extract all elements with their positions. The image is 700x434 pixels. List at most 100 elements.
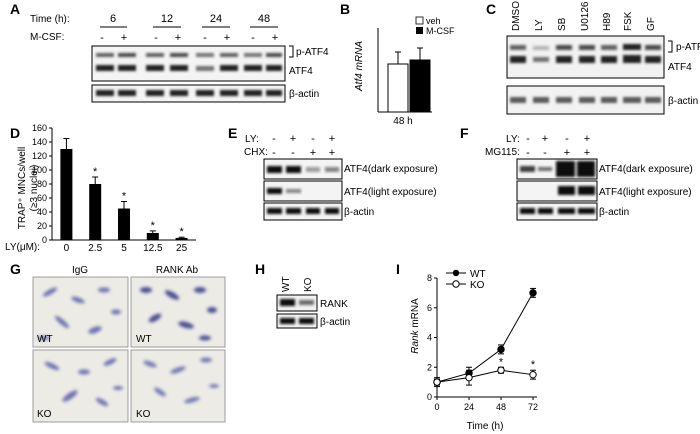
y-tick-label: 0 [42,235,47,245]
lane-label: FSK [623,11,634,31]
panel-d: D TRAP⁺ MNCs/well (≥3 nuclei) 0 20 40 60 80 1… [5,123,196,254]
panel-h-letter: H [255,261,265,277]
y-tick-label: 60 [37,193,47,203]
lane-label: DMSO [511,1,522,31]
micrograph-rankab-wt [130,276,226,348]
panel-h-blot-rank [276,294,318,312]
panel-a-bracket [289,45,294,58]
legend-veh-label: veh [426,16,441,26]
panel-b: B Atf4 mRNA veh M-CSF 48 h [340,1,455,127]
legend-ko-marker [452,280,460,288]
panel-g-row-label: WT [37,334,53,345]
series-line [436,292,534,383]
panel-e-band-label: ATF4(dark exposure) [344,164,438,175]
y-tick-label: 80 [37,179,47,189]
bar [175,237,188,240]
panel-a: A Time (h): 6 12 24 48 M-CSF: - + - + - … [10,1,329,103]
micrograph-rankab-ko [130,349,226,423]
panel-a-time-48: 48 [258,13,270,25]
panel-a-time-12: 12 [161,13,173,25]
panel-g-row-label: KO [136,409,151,420]
panel-f-band-label: ATF4(light exposure) [599,187,692,198]
panel-e-signs: - + - + - - + + [272,133,335,159]
bar [60,149,73,240]
legend-mcsf-swatch [416,27,423,34]
panel-f-blot-light [516,180,598,202]
panel-a-blot-actin [91,84,286,103]
panel-a-time-label: Time (h): [30,14,70,25]
panel-a-blot-atf4 [91,45,286,82]
sign: + [310,147,316,159]
panel-i-ylabel-italic: Rank [410,329,421,353]
y-tick-label: 120 [32,151,47,161]
legend-mcsf-label: M-CSF [426,26,455,36]
legend-ko-label: KO [470,280,485,291]
bar [387,63,409,113]
data-point [529,370,537,379]
x-tick-label: 25 [176,243,188,254]
y-tick-label: 160 [32,123,47,133]
sign: - [526,133,530,145]
sign: - [100,32,104,44]
data-point [529,289,537,297]
panel-h-blot-actin [276,313,318,329]
panel-h-band-label: β-actin [320,317,350,328]
sign: - [291,147,295,159]
panel-c-band-label: β-actin [668,96,698,107]
sign: - [526,147,530,159]
significance-star: * [179,226,184,238]
lane-label: WT [281,276,292,292]
panel-d-ylabel-sub: (≥3 nuclei) [29,165,40,212]
x-tick-label: 72 [528,402,538,412]
sign: - [251,32,255,44]
sign: - [272,147,276,159]
significance-star: * [499,356,504,368]
panel-a-time-24: 24 [210,13,222,25]
panel-h-band-label: RANK [320,299,348,310]
legend-veh-swatch [415,16,424,25]
significance-star: * [122,191,127,203]
sign: + [121,32,127,44]
panel-b-chart [377,28,432,113]
panel-i-legend: WT KO [446,269,486,291]
panel-d-chart: 0 20 40 60 80 100 120 140 160 0 * 2.5 * 5 * 12.5 * 25 [32,123,196,254]
panel-f-blot-dark [516,158,598,180]
panel-g: G IgG RANK Ab WT [10,261,226,423]
panel-e: E LY: CHX: - + - + - - + + ATF4(dark exp… [228,125,438,221]
panel-i-letter: I [396,261,400,277]
panel-i-ylabel: Rank mRNA [410,298,421,354]
panel-c-lane-labels: DMSO LY SB U0126 H89 FSK GF [511,1,657,31]
lane-label: U0126 [580,1,591,31]
x-tick-label: 0 [434,402,439,412]
panel-e-chx-label: CHX: [244,147,268,158]
panel-c-band-label: p-ATF4 [676,42,700,53]
x-tick-label: 0 [64,243,70,254]
panel-a-mcsf-label: M-CSF: [30,32,64,43]
panel-f: F LY: MG115: - + - + - - + + ATF4(dark e… [460,125,693,221]
micrograph-igg-wt [32,276,129,348]
data-point [497,345,505,354]
panel-a-band-label: ATF4 [289,66,313,77]
sign: + [290,133,296,145]
y-tick-label: 140 [32,137,47,147]
panel-f-signs: - + - + - - + + [526,133,590,159]
panel-g-row-label: WT [136,334,152,345]
panel-d-letter: D [10,125,20,141]
sign: - [311,133,315,145]
y-tick-label: 6 [427,303,432,313]
x-tick-label: 48 [496,402,506,412]
panel-b-ylabel: Atf4 mRNA [354,41,365,92]
series-line [436,369,534,383]
panel-a-band-label: β-actin [289,89,319,100]
bar [146,233,159,240]
panel-h: H WT KO RANK β-actin [255,261,350,329]
x-tick-label: 2.5 [88,243,102,254]
panel-d-ylabel-main: TRAP⁺ MNCs/well [17,147,28,230]
y-tick-label: 100 [32,165,47,175]
panel-i-xlabel: Time (h) [467,421,504,432]
panel-b-timepoint: 48 h [393,116,412,127]
y-tick-label: 20 [37,221,47,231]
bar [118,208,130,240]
